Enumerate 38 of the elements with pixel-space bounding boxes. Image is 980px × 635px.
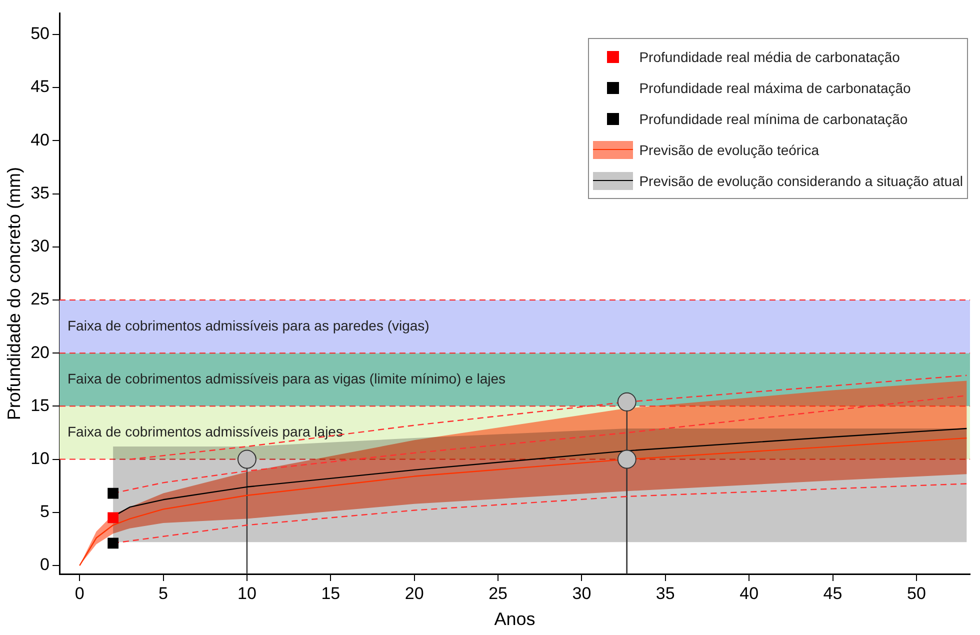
y-axis-title: Profundidade do concreto (mm) [4,167,24,420]
band-label: Faixa de cobrimentos admissíveis para as paredes (vigas) [68,317,430,334]
y-tick-label: 30 [30,236,50,256]
legend-label: Previsão de evolução considerando a situação atual [639,172,963,189]
x-tick-label: 10 [238,584,256,603]
x-tick-label: 20 [404,584,424,603]
y-tick-label: 40 [30,130,50,150]
x-tick-label: 45 [823,584,842,603]
point [108,538,119,549]
y-tick-label: 35 [30,183,50,202]
legend-label: Profundidade real máxima de carbonatação [639,80,911,96]
point [108,488,119,499]
x-tick-label: 15 [321,584,340,603]
x-axis-title: Anos [494,609,536,630]
x-tick-label: 25 [488,584,508,603]
legend-label: Previsão de evolução teórica [639,142,819,158]
y-tick-label: 15 [30,396,50,415]
y-tick-label: 0 [40,555,50,574]
point [108,512,119,524]
legend-label: Profundidade real mínima de carbonatação [639,110,908,127]
y-tick-label: 5 [40,502,50,522]
x-tick-label: 5 [158,584,168,603]
y-tick-label: 25 [30,290,50,309]
legend-label: Profundidade real média de carbonatação [639,48,900,65]
x-tick-label: 50 [906,584,926,603]
point [237,450,256,469]
y-tick-label: 50 [30,24,50,44]
y-tick-label: 10 [30,448,50,468]
band-label: Faixa de cobrimentos admissíveis para lajes [68,424,343,440]
band-label: Faixa de cobrimentos admissíveis para as vigas (limite mínimo) e lajes [68,370,506,386]
x-tick-label: 30 [572,584,592,603]
x-tick-label: 40 [740,584,759,603]
point [617,450,636,469]
y-tick-label: 20 [30,342,50,362]
y-tick-label: 45 [30,77,50,96]
x-tick-label: 35 [656,584,675,603]
x-tick-label: 0 [74,584,84,603]
point [617,392,636,412]
